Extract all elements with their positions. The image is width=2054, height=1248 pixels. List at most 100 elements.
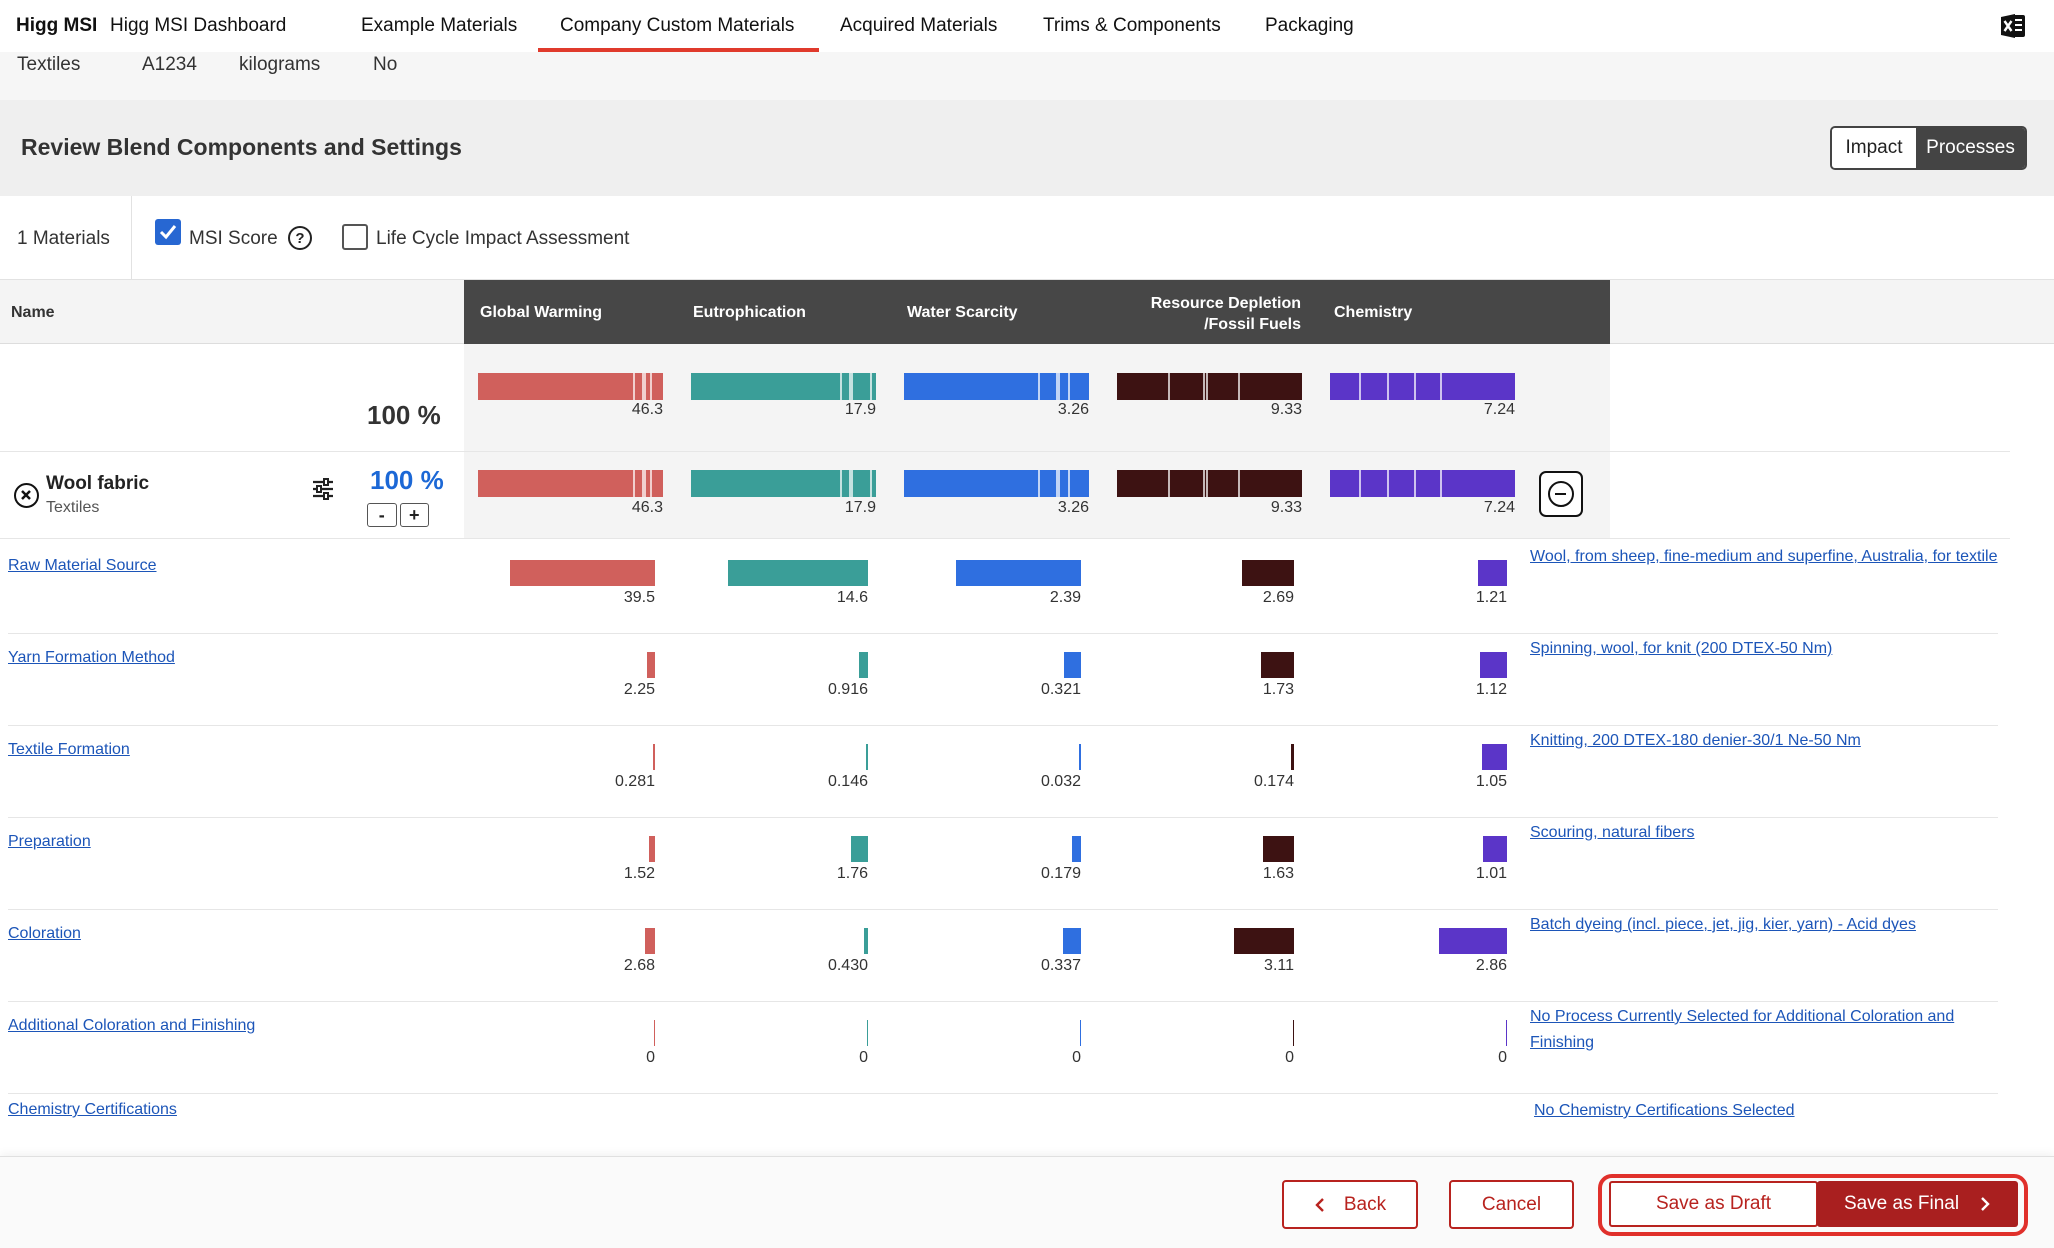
row-divider [8,633,1998,634]
nav-brand[interactable]: Higg MSI [16,15,98,36]
process-value: 14.6 [836,589,868,606]
process-value: 3.11 [1264,957,1294,974]
process-bar [1482,744,1507,770]
toggle-impact[interactable]: Impact [1832,128,1916,168]
save-as-draft-button[interactable]: Save as Draft [1609,1181,1818,1227]
remove-component-button[interactable] [1539,471,1583,517]
save-as-final-button[interactable]: Save as Final [1817,1181,2018,1227]
nav-tab-dashboard[interactable]: Higg MSI Dashboard [110,15,287,36]
material-bar-segment [1069,470,1089,497]
total-bar-segment [1170,373,1205,400]
material-bar-segment [1240,470,1302,497]
process-bar [1234,928,1294,954]
cancel-label: Cancel [1481,1193,1542,1215]
options-divider [131,196,132,280]
decrease-percent-button[interactable]: - [367,503,397,527]
process-link[interactable]: Raw Material Source [8,557,157,574]
material-bar-segment [635,470,645,497]
material-summary: Textiles A1234 kilograms No [0,52,2054,100]
process-link[interactable]: Yarn Formation Method [8,649,175,666]
toggle-processes[interactable]: Processes [1916,128,2025,168]
material-bar-segment [871,470,876,497]
checkmark-icon [159,225,177,240]
process-bar [645,928,655,954]
percent-stepper: - + [367,503,432,527]
total-bar-segment [1057,373,1060,400]
material-stacked-bar [1330,470,1515,497]
back-button[interactable]: Back [1282,1180,1418,1229]
material-value: 17.9 [844,499,876,516]
total-stacked-bar [1330,373,1515,400]
process-value: 0.916 [827,681,868,698]
material-bar-segment [1059,470,1070,497]
process-bar [1292,1020,1294,1046]
nav-tab-company-custom-materials[interactable]: Company Custom Materials [560,15,795,36]
material-bar-segment [1039,470,1058,497]
header-filler [1610,280,2054,344]
process-link[interactable]: Additional Coloration and Finishing [8,1017,256,1034]
total-bar-segment [1442,373,1515,400]
material-stacked-bar [478,470,664,497]
increase-percent-button[interactable]: + [399,503,429,527]
process-selection-link[interactable]: Batch dyeing (incl. piece, jet, jig, kie… [1530,916,1916,933]
excel-icon[interactable] [1999,12,2027,40]
chevron-right-icon [1981,1197,1990,1211]
process-selection-link[interactable]: No Process Currently Selected for Additi… [1530,1008,1955,1051]
total-bar-segment [1240,373,1302,400]
material-bar-segment [853,470,872,497]
process-bar [1260,652,1294,678]
help-icon[interactable]: ? [288,226,312,250]
material-value: 7.24 [1483,499,1515,516]
total-value: 3.26 [1057,401,1089,418]
total-bar-segment [652,373,664,400]
process-value: 2.69 [1262,589,1294,606]
chevron-left-icon [1315,1197,1324,1212]
process-link[interactable]: Textile Formation [8,741,130,758]
header-eutrophication: Eutrophication [693,304,806,321]
material-bar-segment [1389,470,1417,497]
total-bar-segment [635,373,645,400]
minus-circle-icon [1548,481,1574,507]
process-selection-link[interactable]: Knitting, 200 DTEX-180 denier-30/1 Ne-50… [1530,732,1861,749]
remove-material-icon[interactable] [14,483,39,508]
process-link[interactable]: Coloration [8,925,81,942]
total-bar-segment [1416,373,1442,400]
msi-score-checkbox[interactable] [155,219,181,245]
material-bar-segment [1117,470,1171,497]
lcia-checkbox[interactable] [342,224,368,250]
process-bar [956,560,1081,586]
cancel-button[interactable]: Cancel [1449,1180,1574,1229]
total-bar-segment [478,373,636,400]
process-bar [1290,744,1294,770]
impact-category-headers: Global Warming Eutrophication Water Scar… [464,280,1610,344]
total-bar-segment [904,373,1040,400]
total-bar-segment [644,373,647,400]
chemistry-certifications-selection[interactable]: No Chemistry Certifications Selected [1534,1102,1795,1119]
total-value: 46.3 [631,401,663,418]
process-selection-link[interactable]: Wool, from sheep, fine-medium and superf… [1530,548,1998,565]
nav-tab-trims-components[interactable]: Trims & Components [1043,15,1221,36]
process-bar [1064,652,1081,678]
material-bar-segment [646,470,653,497]
nav-tab-example-materials[interactable]: Example Materials [361,15,518,36]
chemistry-certifications-link[interactable]: Chemistry Certifications [8,1101,177,1118]
nav-tab-packaging[interactable]: Packaging [1265,15,1354,36]
process-selection-link[interactable]: Spinning, wool, for knit (200 DTEX-50 Nm… [1530,640,1833,657]
sliders-icon[interactable] [312,478,334,500]
process-link[interactable]: Preparation [8,833,91,850]
material-value: 46.3 [631,499,663,516]
total-stacked-bar [904,373,1089,400]
material-bar-segment [478,470,636,497]
options-row: 1 Materials MSI Score Life Cycle Impact … [0,196,2054,280]
total-stacked-bar [1117,373,1302,400]
process-value: 1.63 [1262,865,1294,882]
process-selection-link[interactable]: Scouring, natural fibers [1530,824,1695,841]
process-value: 1.76 [836,865,868,882]
material-bar-segment [1208,470,1241,497]
material-percent[interactable]: 100 % [370,465,444,495]
process-bar [1482,836,1507,862]
header-water-scarcity: Water Scarcity [907,304,1018,321]
process-bar [851,836,868,862]
process-bar [1480,652,1507,678]
nav-tab-acquired-materials[interactable]: Acquired Materials [840,15,998,36]
